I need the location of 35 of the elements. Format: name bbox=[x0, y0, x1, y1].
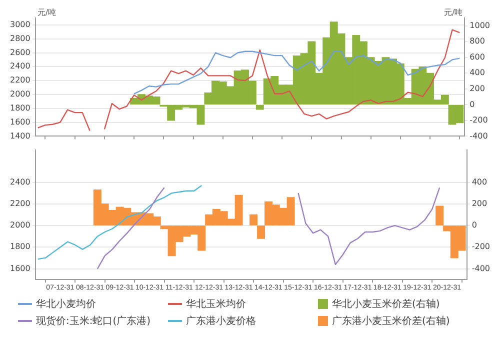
legend-label: 现货价:玉米:蛇口(广东港) bbox=[36, 314, 151, 328]
y2-tick-label: 0 bbox=[472, 220, 477, 230]
y2-tick-label: 200 bbox=[472, 198, 488, 208]
y2-tick-label: -400 bbox=[470, 131, 488, 140]
y-tick-label: 1400 bbox=[10, 131, 30, 140]
legend-label: 华北小麦均价 bbox=[36, 298, 96, 311]
y2-axis-title: 元/吨 bbox=[444, 8, 463, 18]
y-tick-label: 1600 bbox=[10, 264, 30, 273]
y2-tick-label: 200 bbox=[470, 84, 485, 93]
y2-tick-label: 400 bbox=[470, 68, 485, 78]
y-tick-label: 2800 bbox=[10, 34, 30, 43]
y-tick-label: 1600 bbox=[10, 117, 30, 126]
y-tick-label: 2200 bbox=[10, 198, 30, 208]
y2-tick-label: -200 bbox=[472, 242, 490, 252]
y-tick-label: 1800 bbox=[10, 103, 30, 112]
legend-label: 广东港小麦价格 bbox=[186, 314, 256, 328]
legend-label: 广东港小麦玉米价差(右轴) bbox=[332, 314, 450, 328]
y2-tick-label: 800 bbox=[470, 36, 485, 46]
y2-tick-label: -400 bbox=[472, 264, 490, 273]
y-tick-label: 2400 bbox=[10, 62, 30, 71]
y-tick-label: 2000 bbox=[10, 90, 30, 99]
y2-tick-label: 0 bbox=[470, 100, 475, 109]
y2-tick-label: 400 bbox=[472, 177, 488, 186]
y-tick-label: 1800 bbox=[10, 242, 30, 252]
y-tick-label: 2600 bbox=[10, 48, 30, 57]
y-tick-label: 2000 bbox=[10, 220, 30, 230]
y2-tick-label: 600 bbox=[470, 52, 485, 62]
y2-tick-label: 1000 bbox=[470, 20, 490, 30]
y-tick-label: 2400 bbox=[10, 177, 30, 186]
legend-label: 华北玉米均价 bbox=[186, 298, 246, 311]
y-tick-label: 2200 bbox=[10, 76, 30, 85]
y-tick-label: 3000 bbox=[10, 20, 30, 30]
y2-tick-label: -200 bbox=[470, 116, 488, 125]
legend-label: 华北小麦玉米价差(右轴) bbox=[332, 298, 440, 311]
y-axis-title: 元/吨 bbox=[37, 8, 56, 18]
